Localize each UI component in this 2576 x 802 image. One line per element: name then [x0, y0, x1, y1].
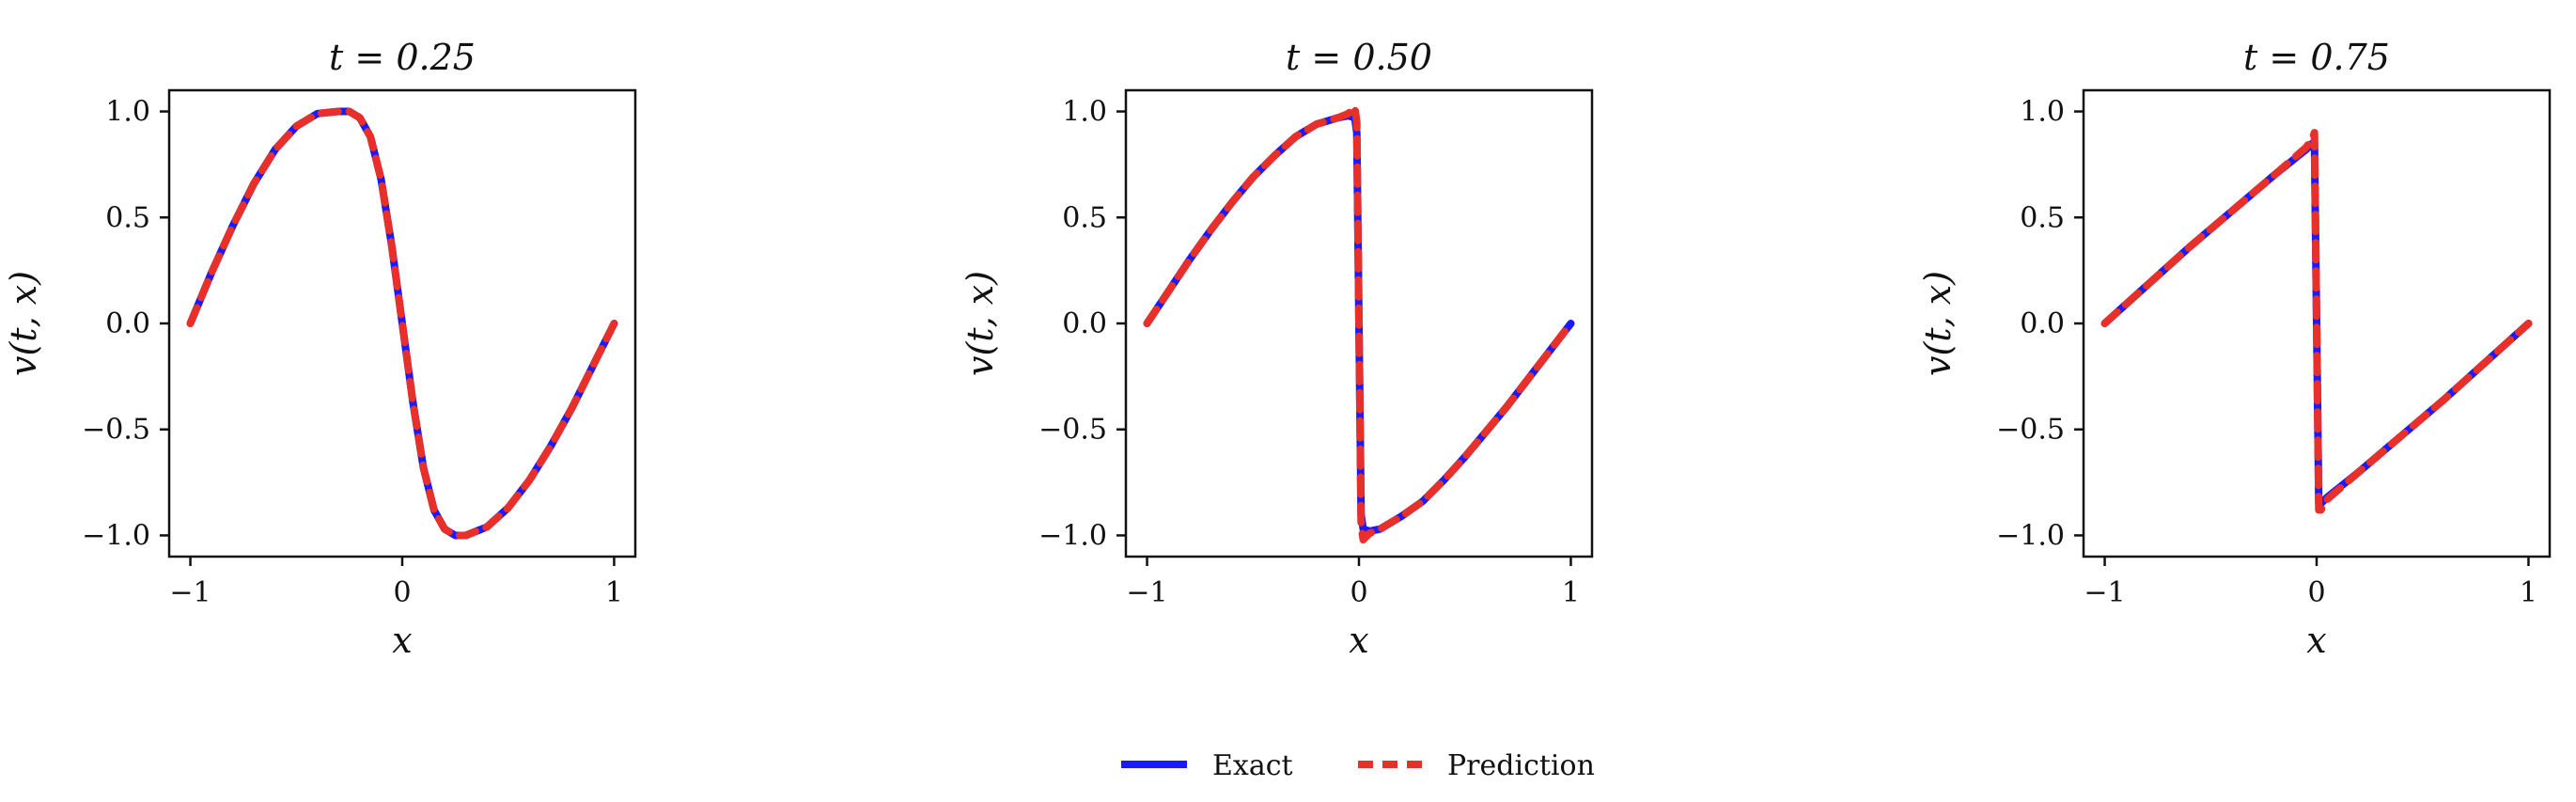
chart-title: t = 0.25: [329, 37, 476, 78]
x-tick-label: −1: [2084, 576, 2125, 609]
chart-panel-1: t = 0.25 −1 0 1 1.0 0.5 0.0 −0.5 −1.0 x v(t, x): [3, 37, 637, 661]
y-tick-label: −0.5: [1038, 414, 1107, 447]
y-tick-label: 1.0: [105, 96, 150, 129]
y-tick-label: −0.5: [1996, 414, 2065, 447]
legend-prediction-label: Prediction: [1447, 749, 1595, 782]
y-tick-label: −1.0: [1996, 519, 2065, 552]
y-tick-label: −1.0: [82, 519, 150, 552]
y-tick-label: 0.0: [2020, 307, 2065, 340]
x-tick-label: 1: [2520, 576, 2537, 609]
x-tick-label: 0: [2307, 576, 2325, 609]
x-tick-label: −1: [169, 576, 211, 609]
x-tick-label: 1: [1562, 576, 1580, 609]
y-tick-label: 1.0: [2020, 96, 2065, 129]
x-axis-label: x: [1349, 620, 1368, 661]
chart-title: t = 0.75: [2243, 37, 2390, 78]
series-prediction-line: [2100, 129, 2533, 514]
y-tick-label: −0.5: [82, 414, 150, 447]
y-axis-label: v(t, x): [960, 271, 1001, 376]
x-axis-label: x: [392, 620, 412, 661]
y-tick-label: −1.0: [1038, 519, 1107, 552]
y-tick-label: 0.5: [105, 201, 150, 234]
x-axis-label: x: [2306, 620, 2326, 661]
chart-panel-2: t = 0.50 −1 0 1 1.0 0.5 0.0 −0.5 −1.0 x v(t, x): [960, 37, 1594, 661]
x-tick-label: 0: [393, 576, 411, 609]
series-prediction-line: [186, 107, 618, 540]
y-tick-label: 1.0: [1062, 96, 1107, 129]
y-axis-label: v(t, x): [1917, 271, 1959, 376]
y-axis-label: v(t, x): [3, 271, 44, 376]
legend: Exact Prediction: [1121, 749, 1595, 782]
y-tick-label: 0.0: [1062, 307, 1107, 340]
series-prediction-line: [1143, 103, 1575, 543]
chart-panel-3: t = 0.75 −1 0 1 1.0 0.5 0.0 −0.5 −1.0 x v(t, x): [1917, 37, 2552, 661]
y-tick-label: 0.0: [105, 307, 150, 340]
chart-title: t = 0.50: [1286, 37, 1432, 78]
x-tick-label: 1: [605, 576, 623, 609]
x-tick-label: 0: [1350, 576, 1367, 609]
legend-exact-label: Exact: [1212, 749, 1293, 782]
y-tick-label: 0.5: [2020, 201, 2065, 234]
y-tick-label: 0.5: [1062, 201, 1107, 234]
x-tick-label: −1: [1126, 576, 1167, 609]
panels: t = 0.25−1 0 11.00.50.0−0.5−1.0xv(t, x)t =…: [3, 37, 2552, 661]
